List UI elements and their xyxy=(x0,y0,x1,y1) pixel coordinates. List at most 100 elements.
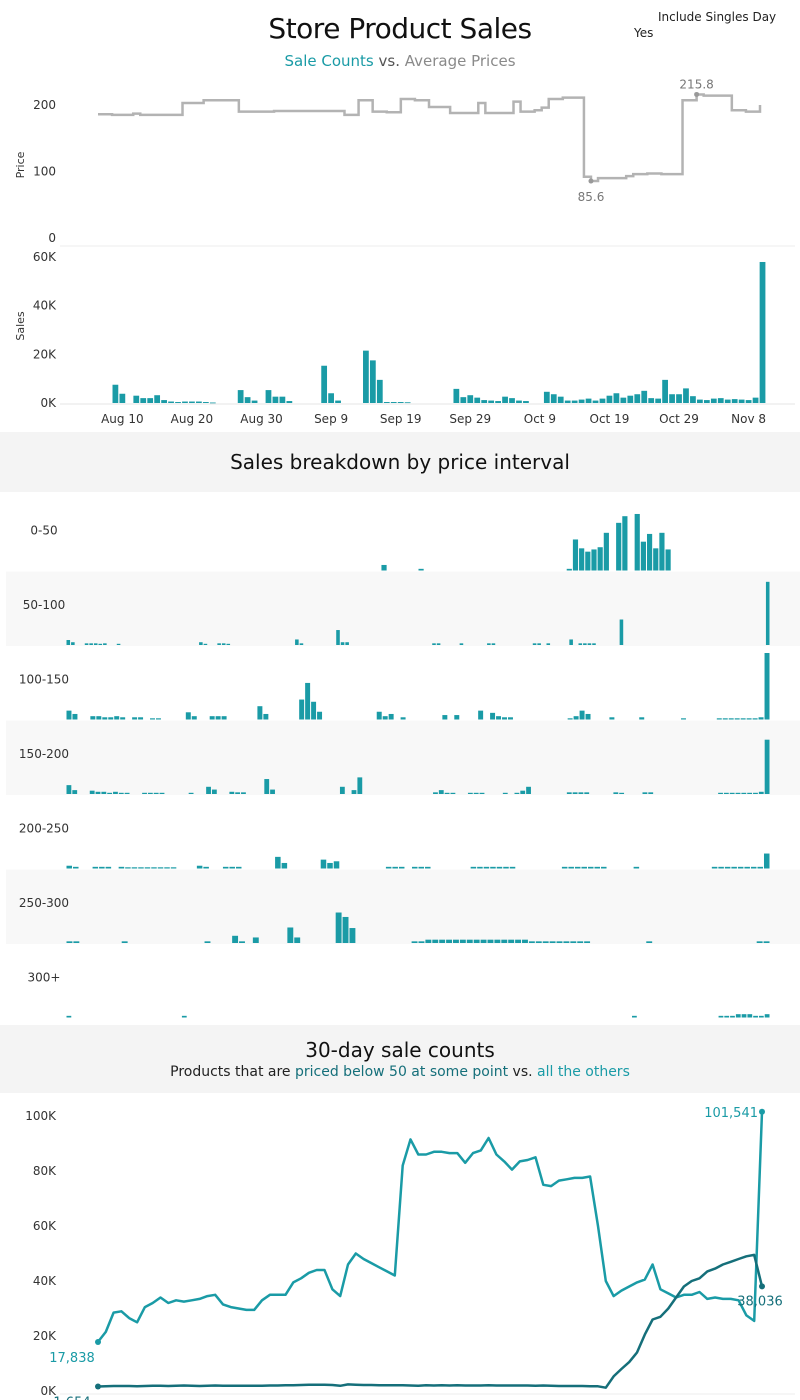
sales-axis-tick-label: 20K xyxy=(33,347,57,361)
date-axis-tick-label: Sep 19 xyxy=(380,412,422,426)
interval-bar xyxy=(764,1014,770,1018)
page-subtitle: Sale Counts vs. Average Prices xyxy=(0,52,800,70)
interval-bar xyxy=(229,866,235,869)
sales-bar xyxy=(467,395,474,403)
interval-bar xyxy=(90,716,96,720)
sales-bar xyxy=(265,390,272,403)
interval-bar xyxy=(92,866,99,869)
interval-bar xyxy=(479,792,485,794)
date-axis-tick-label: Aug 30 xyxy=(240,412,283,426)
interval-bar xyxy=(646,941,653,943)
interval-bar xyxy=(164,867,170,869)
interval-bar xyxy=(473,792,479,794)
price-axis-tick-label: 0 xyxy=(48,231,56,245)
interval-bar xyxy=(578,792,584,794)
interval-bar xyxy=(496,716,502,720)
interval-bar xyxy=(188,792,194,794)
interval-bar xyxy=(542,941,549,943)
singles-day-toggle-value[interactable]: Yes xyxy=(634,26,654,40)
interval-bar xyxy=(634,513,640,571)
price-annotation-label: 85.6 xyxy=(578,190,605,204)
interval-bar xyxy=(587,643,592,645)
interval-bar xyxy=(507,717,513,720)
interval-bar xyxy=(89,643,93,645)
interval-bar xyxy=(744,866,750,869)
interval-bar xyxy=(765,581,770,645)
interval-bar xyxy=(718,1015,724,1018)
count-annotation-label: 38,036 xyxy=(737,1294,783,1309)
interval-bar xyxy=(728,718,734,720)
interval-bar xyxy=(570,941,577,943)
interval-bar xyxy=(84,643,89,645)
interval-bar xyxy=(609,717,615,720)
interval-bar xyxy=(503,866,509,869)
interval-bar xyxy=(640,541,646,571)
interval-bar xyxy=(320,859,327,869)
interval-bar xyxy=(601,866,607,869)
sales-bar xyxy=(627,395,634,403)
interval-bar xyxy=(425,939,432,943)
sales-bar xyxy=(606,395,613,403)
interval-bar xyxy=(758,717,764,720)
count-annotation-dot xyxy=(95,1338,101,1345)
price-axis-tick-label: 200 xyxy=(33,98,56,112)
interval-bar xyxy=(442,715,448,720)
count-annotation-label: 17,838 xyxy=(49,1351,95,1366)
interval-bar xyxy=(157,867,164,869)
interval-bar xyxy=(121,941,128,943)
sales-bar xyxy=(495,401,501,403)
interval-bar xyxy=(340,642,345,645)
interval-bar xyxy=(203,866,209,869)
interval-bar xyxy=(287,927,294,943)
interval-bar xyxy=(747,1014,753,1018)
interval-bar xyxy=(432,643,436,645)
interval-bar xyxy=(295,639,299,645)
interval-bar xyxy=(124,792,130,794)
interval-bar xyxy=(569,639,573,645)
interval-bar xyxy=(170,867,177,869)
interval-bar xyxy=(763,853,770,869)
sales-axis-tick-label: 40K xyxy=(33,299,57,313)
interval-bar xyxy=(648,792,654,794)
interval-bar xyxy=(549,941,556,943)
interval-bar xyxy=(568,866,574,869)
interval-bar xyxy=(425,866,431,869)
interval-bar xyxy=(724,866,731,869)
interval-bar xyxy=(572,792,578,794)
sales-bar xyxy=(655,398,662,403)
date-axis-tick-label: Nov 8 xyxy=(731,412,766,426)
sales-bar xyxy=(474,397,481,403)
interval-bar xyxy=(746,718,752,720)
sales-bar xyxy=(209,402,216,404)
interval-bar xyxy=(591,549,597,571)
interval-bar xyxy=(520,790,526,794)
interval-bar xyxy=(433,792,438,794)
sales-bar xyxy=(154,395,161,403)
sales-bar xyxy=(648,398,655,403)
interval-bar xyxy=(229,791,235,794)
line-chart-subtitle: Products that are priced below 50 at som… xyxy=(0,1064,800,1080)
count-annotation-dot xyxy=(759,1108,765,1115)
interval-bar xyxy=(573,716,579,720)
sales-bar xyxy=(196,401,202,403)
interval-bar xyxy=(753,792,758,794)
interval-bar xyxy=(619,619,624,645)
price-interval-row-band xyxy=(6,869,800,944)
interval-bar xyxy=(747,792,753,794)
count-axis-tick-label: 80K xyxy=(33,1164,57,1178)
interval-bar xyxy=(345,642,349,645)
count-axis-tick-label: 0K xyxy=(40,1384,57,1398)
price-step-line xyxy=(98,93,762,183)
sales-bar xyxy=(460,397,467,403)
interval-bar xyxy=(750,866,757,869)
interval-bar xyxy=(73,866,79,869)
sales-bar xyxy=(182,401,188,403)
interval-bar xyxy=(578,643,583,645)
interval-bar xyxy=(723,792,729,794)
interval-bar xyxy=(574,866,581,869)
sales-axis-title: Sales xyxy=(14,311,27,341)
interval-bar xyxy=(490,712,496,720)
interval-bar xyxy=(317,711,323,720)
price-interval-label: 0-50 xyxy=(30,523,57,537)
